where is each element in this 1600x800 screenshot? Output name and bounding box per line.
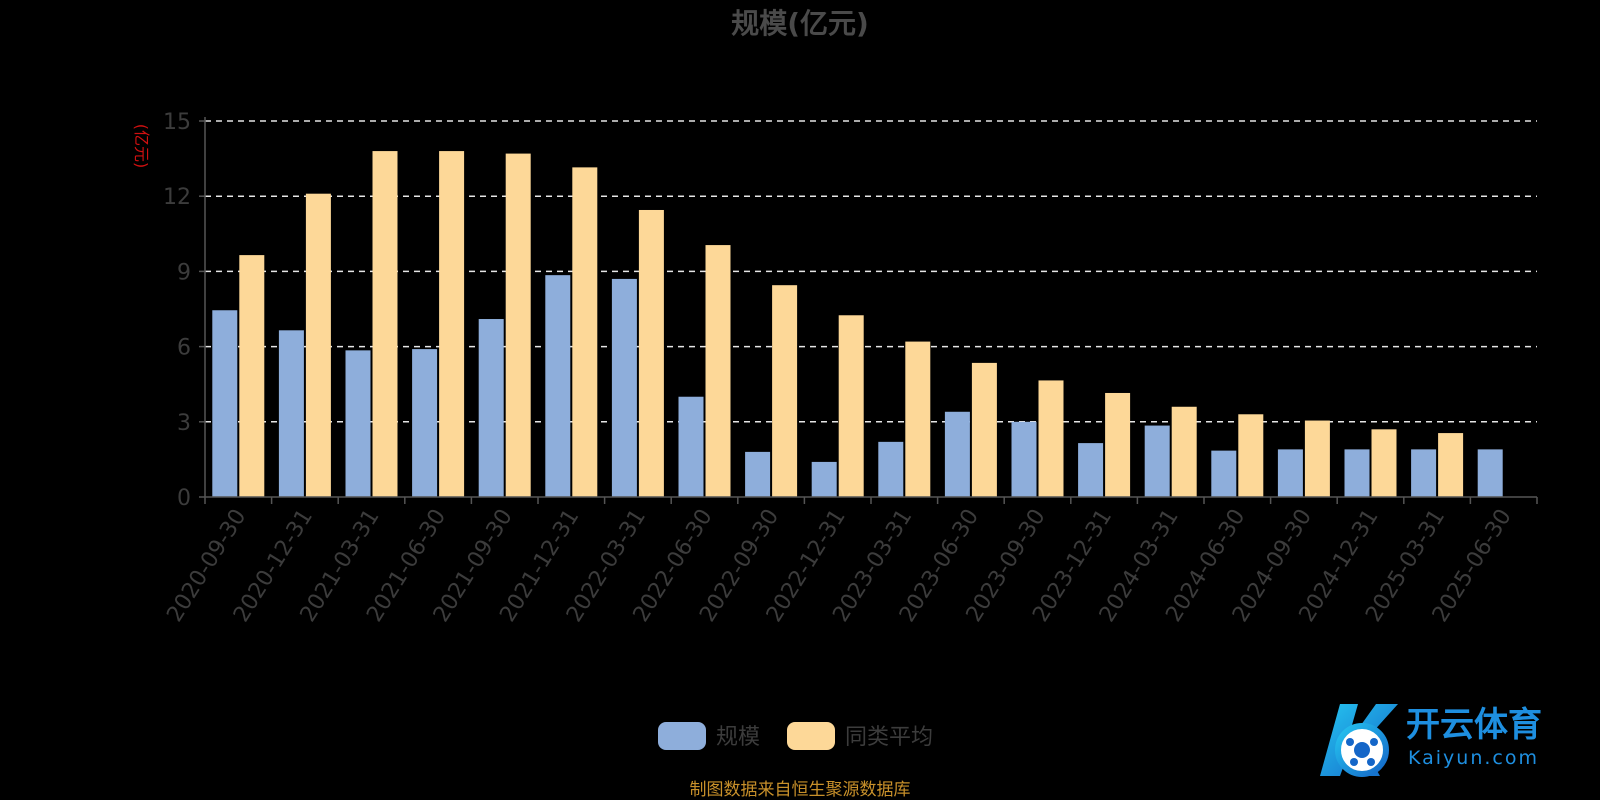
bar-同类平均 bbox=[439, 151, 465, 497]
bar-同类平均 bbox=[971, 362, 997, 497]
x-axis-labels: 2020-09-302020-12-312021-03-312021-06-30… bbox=[162, 505, 1516, 627]
bar-规模 bbox=[745, 451, 771, 497]
bar-规模 bbox=[1211, 450, 1237, 497]
bars bbox=[212, 151, 1503, 497]
bar-同类平均 bbox=[505, 153, 531, 497]
y-tick-label: 9 bbox=[177, 260, 191, 285]
bar-规模 bbox=[212, 310, 238, 497]
bar-同类平均 bbox=[705, 245, 731, 497]
y-tick-label: 15 bbox=[163, 110, 191, 135]
bar-规模 bbox=[345, 350, 371, 497]
y-tick-label: 12 bbox=[163, 185, 191, 210]
legend-label: 规模 bbox=[716, 725, 760, 750]
bar-同类平均 bbox=[1371, 429, 1397, 497]
bar-规模 bbox=[1078, 443, 1104, 497]
bar-规模 bbox=[412, 349, 438, 497]
bar-同类平均 bbox=[239, 255, 265, 497]
bar-同类平均 bbox=[1438, 433, 1464, 497]
bar-同类平均 bbox=[1038, 380, 1064, 497]
y-tick-label: 3 bbox=[177, 411, 191, 436]
bar-同类平均 bbox=[1171, 406, 1197, 497]
legend-swatch bbox=[787, 722, 835, 750]
data-source-note: 制图数据来自恒生聚源数据库 bbox=[690, 780, 911, 800]
bar-同类平均 bbox=[905, 341, 931, 497]
logo-name-en: Kaiyun.com bbox=[1408, 747, 1539, 769]
bar-规模 bbox=[545, 275, 571, 497]
bar-同类平均 bbox=[372, 151, 398, 497]
bar-规模 bbox=[1277, 449, 1303, 497]
bar-规模 bbox=[478, 319, 504, 497]
bar-同类平均 bbox=[1238, 414, 1264, 497]
legend-label: 同类平均 bbox=[845, 725, 933, 750]
bar-同类平均 bbox=[772, 285, 798, 497]
bar-规模 bbox=[811, 461, 837, 497]
bar-同类平均 bbox=[305, 193, 331, 497]
kaiyun-logo: 开云体育 Kaiyun.com bbox=[1320, 704, 1542, 777]
legend-swatch bbox=[658, 722, 706, 750]
bar-规模 bbox=[678, 396, 704, 497]
bar-规模 bbox=[944, 411, 970, 497]
bar-同类平均 bbox=[1105, 392, 1131, 497]
y-axis-unit-label: (亿元) bbox=[132, 124, 151, 169]
bar-规模 bbox=[878, 441, 904, 497]
bar-规模 bbox=[611, 278, 637, 497]
legend: 规模 同类平均 bbox=[658, 722, 933, 750]
bar-规模 bbox=[1411, 449, 1437, 497]
bar-规模 bbox=[1144, 425, 1170, 497]
bar-规模 bbox=[278, 330, 304, 497]
bar-规模 bbox=[1344, 449, 1370, 497]
bar-规模 bbox=[1477, 449, 1503, 497]
chart-title: 规模(亿元) bbox=[731, 7, 869, 40]
bar-规模 bbox=[1011, 421, 1037, 497]
bar-同类平均 bbox=[838, 315, 864, 497]
bar-同类平均 bbox=[638, 209, 664, 497]
bar-同类平均 bbox=[1304, 420, 1330, 497]
y-tick-label: 0 bbox=[177, 486, 191, 511]
axes: 0 3 6 9 12 15 bbox=[163, 110, 1538, 511]
y-tick-label: 6 bbox=[177, 336, 191, 361]
logo-name-cn: 开云体育 bbox=[1406, 705, 1542, 745]
bar-同类平均 bbox=[572, 167, 598, 497]
grid-lines bbox=[205, 120, 1537, 423]
